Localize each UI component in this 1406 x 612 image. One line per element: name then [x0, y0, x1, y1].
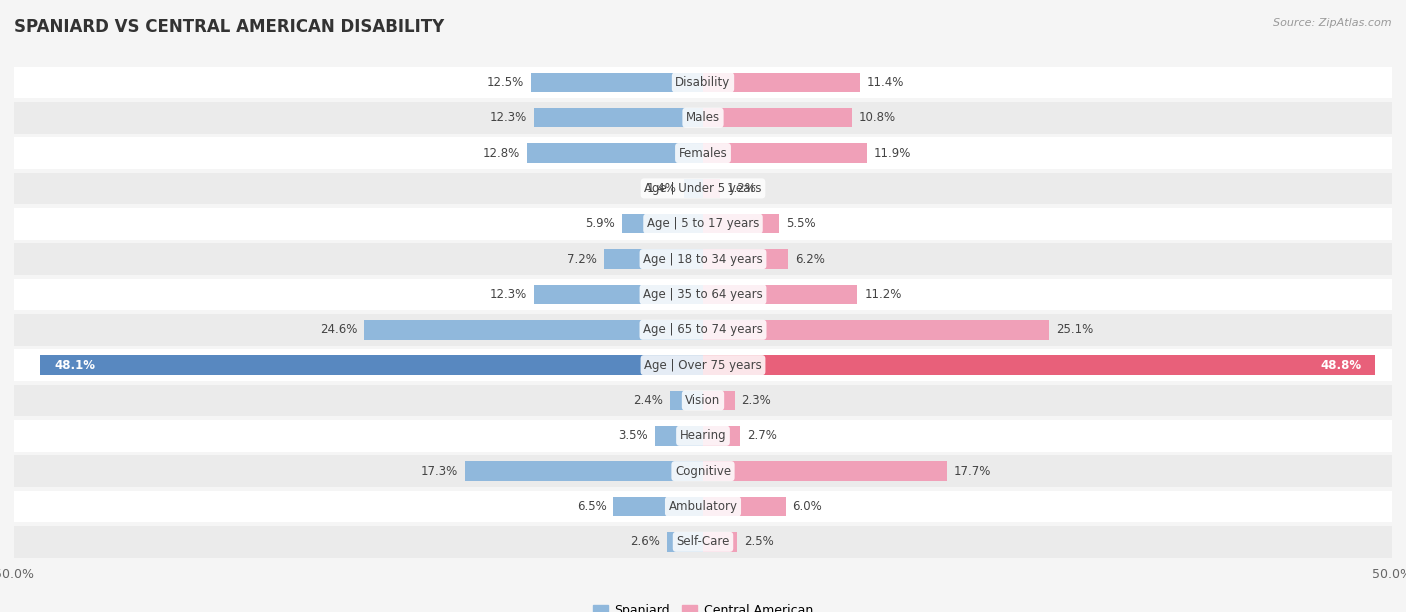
Bar: [613, 497, 703, 516]
Bar: [703, 390, 735, 410]
Bar: [655, 426, 703, 446]
Bar: [703, 461, 946, 481]
Text: 1.2%: 1.2%: [727, 182, 756, 195]
Bar: [703, 426, 740, 446]
Bar: [603, 249, 703, 269]
Text: Age | Under 5 years: Age | Under 5 years: [644, 182, 762, 195]
Bar: [14, 173, 1392, 204]
Text: 3.5%: 3.5%: [619, 429, 648, 442]
Bar: [14, 67, 1392, 99]
Text: 2.5%: 2.5%: [744, 536, 775, 548]
Bar: [703, 179, 720, 198]
Bar: [14, 137, 1392, 169]
Bar: [703, 73, 860, 92]
Bar: [703, 356, 1375, 375]
Text: 2.6%: 2.6%: [630, 536, 661, 548]
Text: Age | 35 to 64 years: Age | 35 to 64 years: [643, 288, 763, 301]
Text: Age | 5 to 17 years: Age | 5 to 17 years: [647, 217, 759, 230]
Text: 11.4%: 11.4%: [868, 76, 904, 89]
Bar: [669, 390, 703, 410]
Text: 48.8%: 48.8%: [1320, 359, 1361, 371]
Text: 2.3%: 2.3%: [741, 394, 772, 407]
Bar: [703, 143, 868, 163]
Bar: [533, 285, 703, 304]
Bar: [464, 461, 703, 481]
Bar: [621, 214, 703, 234]
Bar: [533, 108, 703, 127]
Text: Males: Males: [686, 111, 720, 124]
Text: Self-Care: Self-Care: [676, 536, 730, 548]
Text: 6.0%: 6.0%: [793, 500, 823, 513]
Bar: [364, 320, 703, 340]
Bar: [683, 179, 703, 198]
Text: Age | 18 to 34 years: Age | 18 to 34 years: [643, 253, 763, 266]
Text: Females: Females: [679, 147, 727, 160]
Bar: [14, 526, 1392, 558]
Text: Disability: Disability: [675, 76, 731, 89]
Bar: [668, 532, 703, 551]
Text: 25.1%: 25.1%: [1056, 323, 1092, 336]
Text: 11.9%: 11.9%: [875, 147, 911, 160]
Bar: [14, 243, 1392, 275]
Text: 5.9%: 5.9%: [585, 217, 614, 230]
Text: 6.2%: 6.2%: [796, 253, 825, 266]
Text: Age | 65 to 74 years: Age | 65 to 74 years: [643, 323, 763, 336]
Bar: [703, 249, 789, 269]
Text: 24.6%: 24.6%: [319, 323, 357, 336]
Bar: [41, 356, 703, 375]
Text: SPANIARD VS CENTRAL AMERICAN DISABILITY: SPANIARD VS CENTRAL AMERICAN DISABILITY: [14, 18, 444, 36]
Bar: [14, 208, 1392, 240]
Legend: Spaniard, Central American: Spaniard, Central American: [593, 604, 813, 612]
Bar: [703, 285, 858, 304]
Text: 12.8%: 12.8%: [482, 147, 520, 160]
Text: 48.1%: 48.1%: [53, 359, 96, 371]
Bar: [527, 143, 703, 163]
Bar: [14, 102, 1392, 133]
Text: 10.8%: 10.8%: [859, 111, 896, 124]
Text: 1.4%: 1.4%: [647, 182, 676, 195]
Text: 12.3%: 12.3%: [489, 288, 527, 301]
Bar: [703, 214, 779, 234]
Bar: [14, 349, 1392, 381]
Bar: [14, 491, 1392, 523]
Bar: [14, 455, 1392, 487]
Text: Ambulatory: Ambulatory: [668, 500, 738, 513]
Bar: [703, 532, 738, 551]
Text: 12.3%: 12.3%: [489, 111, 527, 124]
Text: 11.2%: 11.2%: [865, 288, 901, 301]
Text: 12.5%: 12.5%: [486, 76, 524, 89]
Text: Cognitive: Cognitive: [675, 465, 731, 477]
Text: 2.7%: 2.7%: [747, 429, 778, 442]
Text: Age | Over 75 years: Age | Over 75 years: [644, 359, 762, 371]
Text: Source: ZipAtlas.com: Source: ZipAtlas.com: [1274, 18, 1392, 28]
Text: Hearing: Hearing: [679, 429, 727, 442]
Text: 2.4%: 2.4%: [633, 394, 664, 407]
Text: 5.5%: 5.5%: [786, 217, 815, 230]
Bar: [531, 73, 703, 92]
Text: Vision: Vision: [685, 394, 721, 407]
Text: 7.2%: 7.2%: [567, 253, 598, 266]
Text: 17.7%: 17.7%: [953, 465, 991, 477]
Bar: [703, 497, 786, 516]
Text: 17.3%: 17.3%: [420, 465, 458, 477]
Bar: [703, 108, 852, 127]
Bar: [703, 320, 1049, 340]
Bar: [14, 278, 1392, 310]
Bar: [14, 384, 1392, 416]
Bar: [14, 420, 1392, 452]
Text: 6.5%: 6.5%: [576, 500, 606, 513]
Bar: [14, 314, 1392, 346]
